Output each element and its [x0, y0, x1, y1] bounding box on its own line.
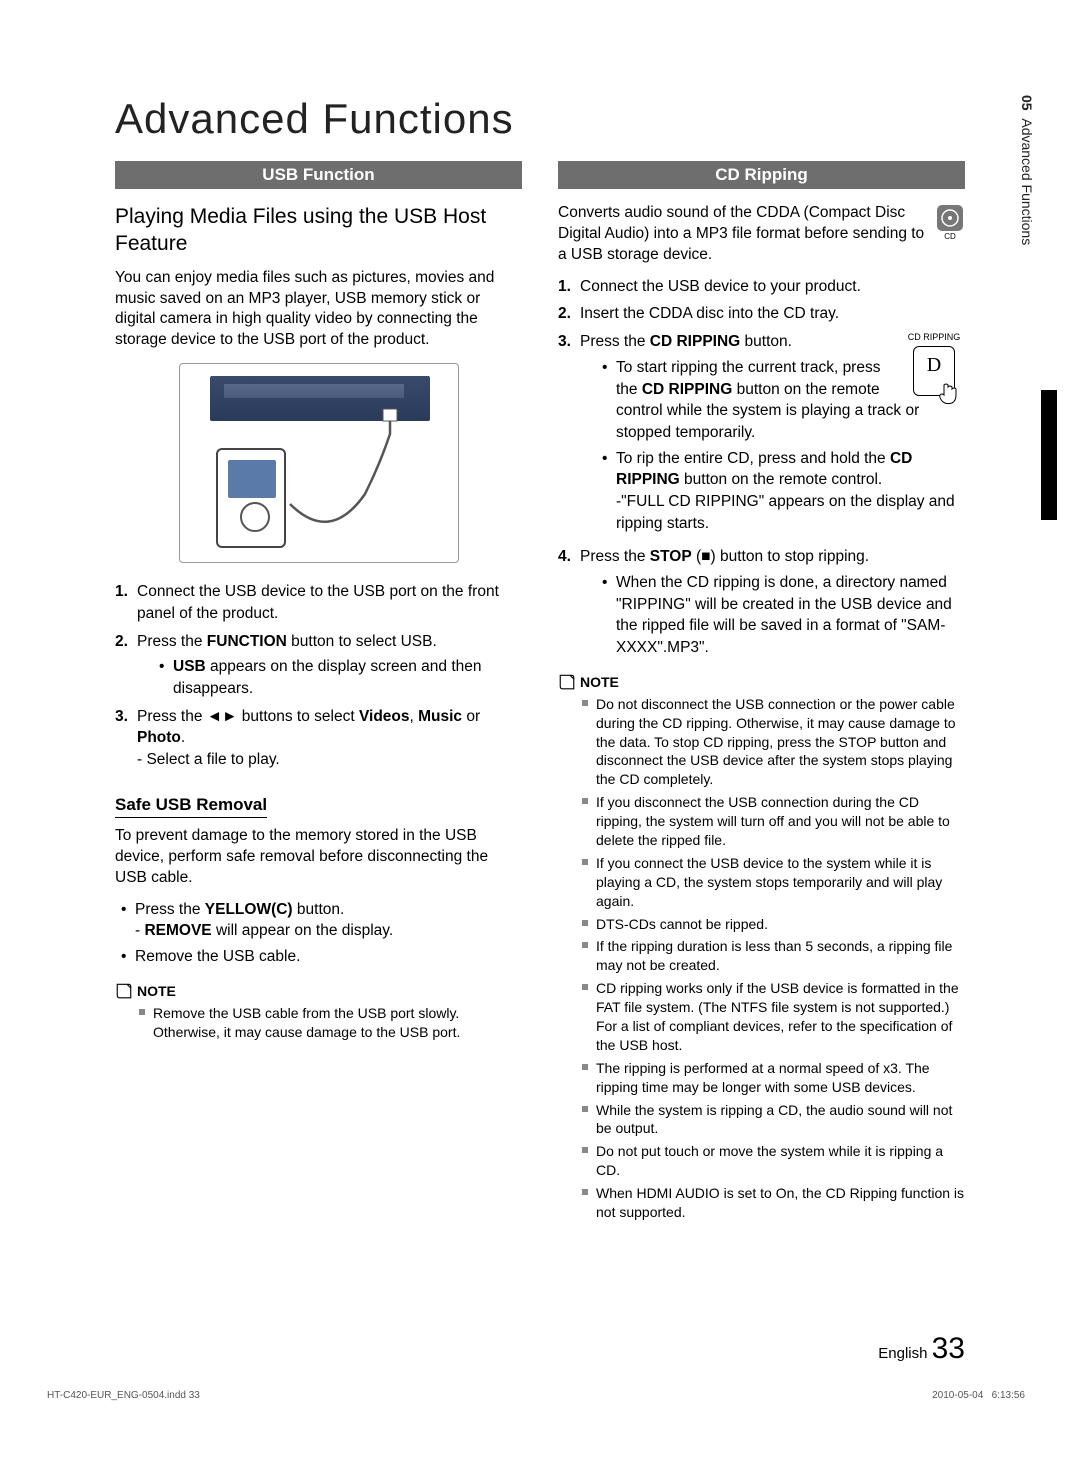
cd-icon: CD	[935, 203, 965, 241]
usb-step-2: Press the FUNCTION button to select USB.…	[115, 631, 522, 700]
right-note-4: DTS-CDs cannot be ripped.	[582, 915, 965, 934]
cd-intro: Converts audio sound of the CDDA (Compac…	[558, 203, 965, 266]
page: 05 Advanced Functions Advanced Functions…	[115, 0, 965, 1226]
usb-step-1: Connect the USB device to the USB port o…	[115, 581, 522, 624]
columns: USB Function Playing Media Files using t…	[115, 161, 965, 1226]
cd-section-bar: CD Ripping	[558, 161, 965, 189]
usb-step-2-bullet: USB appears on the display screen and th…	[159, 656, 522, 699]
usb-section-bar: USB Function	[115, 161, 522, 189]
right-note-6: CD ripping works only if the USB device …	[582, 979, 965, 1055]
usb-step-3-sub: - Select a file to play.	[137, 749, 522, 771]
side-black-marker	[1041, 390, 1057, 520]
side-tab-chapter: 05	[1019, 95, 1035, 111]
note-icon	[558, 673, 576, 691]
safe-bullet-2: Remove the USB cable.	[121, 946, 522, 968]
page-title: Advanced Functions	[115, 95, 965, 143]
right-note-3: If you connect the USB device to the sys…	[582, 854, 965, 911]
cd-steps: Connect the USB device to your product. …	[558, 276, 965, 659]
cd-step-1: Connect the USB device to your product.	[558, 276, 965, 298]
right-note-1: Do not disconnect the USB connection or …	[582, 695, 965, 789]
right-note-7: The ripping is performed at a normal spe…	[582, 1059, 965, 1097]
usb-steps: Connect the USB device to the USB port o…	[115, 581, 522, 771]
cd-step-3-b2-sub: -"FULL CD RIPPING" appears on the displa…	[616, 491, 965, 534]
right-note-5: If the ripping duration is less than 5 s…	[582, 937, 965, 975]
usb-step-3: Press the ◄► buttons to select Videos, M…	[115, 706, 522, 771]
right-note-8: While the system is ripping a CD, the au…	[582, 1101, 965, 1139]
left-notes: Remove the USB cable from the USB port s…	[115, 1004, 522, 1042]
cd-step-3-b2: To rip the entire CD, press and hold the…	[602, 448, 965, 535]
right-note-2: If you disconnect the USB connection dur…	[582, 793, 965, 850]
usb-intro: You can enjoy media files such as pictur…	[115, 268, 522, 352]
cd-step-3: CD RIPPING D Press the CD RIPPING button…	[558, 331, 965, 540]
side-tab-label: Advanced Functions	[1019, 118, 1035, 245]
left-note-head: NOTE	[115, 982, 522, 1000]
usb-diagram	[179, 363, 459, 563]
right-note-head: NOTE	[558, 673, 965, 691]
right-column: CD Ripping CD Converts audio sound of th…	[558, 161, 965, 1226]
right-note-10: When HDMI AUDIO is set to On, the CD Rip…	[582, 1184, 965, 1222]
left-column: USB Function Playing Media Files using t…	[115, 161, 522, 1226]
footer-file: HT-C420-EUR_ENG-0504.indd 33	[47, 1390, 200, 1401]
note-icon	[115, 982, 133, 1000]
cd-step-3-b1: To start ripping the current track, pres…	[602, 357, 965, 444]
page-number: English 33	[878, 1332, 965, 1366]
right-note-9: Do not put touch or move the system whil…	[582, 1142, 965, 1180]
safe-bullet-1-sub: - REMOVE will appear on the display.	[135, 920, 522, 942]
cd-step-4: Press the STOP (■) button to stop rippin…	[558, 546, 965, 658]
cd-step-2: Insert the CDDA disc into the CD tray.	[558, 303, 965, 325]
safe-removal-intro: To prevent damage to the memory stored i…	[115, 826, 522, 889]
usb-subtitle: Playing Media Files using the USB Host F…	[115, 203, 522, 258]
cd-intro-block: CD Converts audio sound of the CDDA (Com…	[558, 203, 965, 276]
left-note-1: Remove the USB cable from the USB port s…	[139, 1004, 522, 1042]
right-notes: Do not disconnect the USB connection or …	[558, 695, 965, 1222]
safe-removal-head: Safe USB Removal	[115, 795, 267, 818]
side-tab: 05 Advanced Functions	[1019, 95, 1035, 245]
safe-bullet-1: Press the YELLOW(C) button. - REMOVE wil…	[121, 899, 522, 942]
footer-date-time: 2010-05-04 6:13:56	[932, 1390, 1025, 1401]
cd-step-4-b1: When the CD ripping is done, a directory…	[602, 572, 965, 659]
svg-text:CD: CD	[944, 232, 956, 241]
